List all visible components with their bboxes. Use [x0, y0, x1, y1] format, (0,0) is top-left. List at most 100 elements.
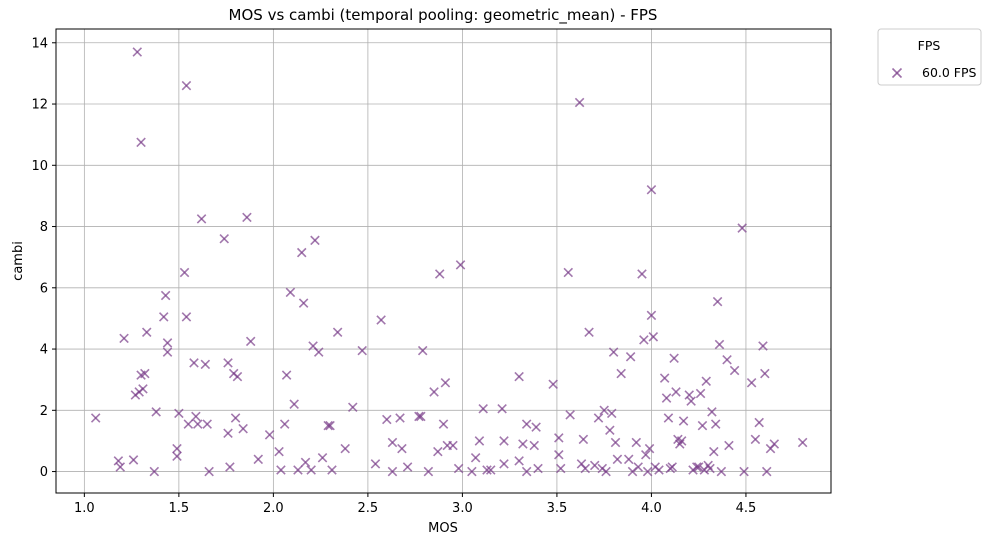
chart-title: MOS vs cambi (temporal pooling: geometri…: [229, 6, 658, 25]
legend-entry-label: 60.0 FPS: [922, 65, 977, 80]
x-axis-label: MOS: [428, 521, 458, 536]
data-point: [219, 234, 229, 244]
data-point: [113, 456, 124, 466]
data-point: [434, 269, 445, 279]
data-point: [580, 463, 591, 474]
data-point: [616, 368, 626, 379]
data-point: [382, 414, 392, 425]
data-point: [661, 393, 672, 403]
data-point: [395, 413, 405, 423]
data-point: [750, 434, 761, 445]
y-tick-label: 10: [31, 159, 48, 174]
data-point: [387, 466, 398, 477]
data-point: [149, 466, 160, 477]
data-point: [633, 462, 643, 472]
data-points: [90, 47, 808, 477]
data-point: [242, 212, 252, 223]
data-point: [612, 454, 623, 465]
data-point: [563, 267, 574, 278]
data-point: [695, 388, 706, 399]
data-point: [497, 404, 507, 414]
data-point: [225, 462, 235, 472]
data-point: [115, 462, 126, 472]
data-point: [238, 423, 248, 434]
axis-ticks: 1.0 1.5 2.0 2.5 3.0 3.5 4.0 4.5 0 2 4 6 8 10 12 14: [31, 36, 756, 516]
data-point: [521, 419, 532, 429]
data-point: [724, 440, 734, 451]
data-point: [348, 402, 358, 413]
x-tick-label: 1.0: [74, 501, 95, 516]
data-point: [232, 371, 243, 382]
data-point: [204, 466, 214, 477]
data-point: [223, 358, 233, 368]
data-point: [140, 368, 150, 379]
data-point: [310, 235, 320, 246]
data-point: [737, 223, 747, 233]
data-point: [181, 80, 192, 91]
plot-frame: [55, 28, 832, 494]
data-point: [584, 327, 594, 337]
data-point: [769, 439, 780, 449]
data-point: [193, 419, 203, 429]
data-point: [151, 407, 161, 417]
data-point: [533, 463, 543, 474]
data-point: [610, 437, 621, 448]
data-point: [414, 411, 424, 422]
data-point: [313, 347, 324, 357]
data-point: [136, 137, 146, 148]
data-point: [325, 420, 335, 431]
data-point: [565, 410, 575, 420]
data-point: [162, 347, 173, 357]
data-point: [285, 287, 296, 298]
data-point: [455, 260, 466, 270]
data-point: [521, 466, 532, 477]
legend-marker-x-icon: [891, 67, 903, 79]
data-point: [599, 405, 609, 416]
data-point: [709, 446, 719, 457]
data-point: [433, 446, 443, 457]
data-point: [531, 422, 541, 432]
data-point: [678, 416, 689, 426]
data-point: [183, 419, 194, 429]
y-tick-label: 2: [40, 404, 48, 419]
x-tick-label: 4.5: [736, 501, 757, 516]
data-point: [722, 355, 732, 365]
x-tick-label: 2.0: [263, 501, 284, 516]
data-point: [160, 290, 171, 301]
data-point: [141, 327, 152, 337]
data-point: [593, 413, 604, 423]
y-tick-label: 14: [31, 36, 48, 51]
data-point: [189, 358, 199, 368]
data-point: [453, 463, 464, 474]
data-point: [340, 443, 350, 454]
data-point: [654, 465, 664, 475]
data-point: [327, 465, 337, 475]
data-point: [264, 430, 275, 440]
data-point: [499, 459, 509, 469]
data-point: [644, 443, 655, 454]
data-point: [797, 437, 808, 448]
data-point: [200, 359, 211, 370]
data-point: [669, 353, 679, 364]
data-point: [574, 97, 585, 108]
data-point: [438, 419, 449, 429]
data-point: [296, 247, 307, 258]
data-point: [529, 440, 539, 451]
data-point: [172, 451, 182, 462]
data-point: [387, 437, 398, 448]
data-point: [707, 407, 717, 417]
data-point: [639, 335, 649, 345]
y-tick-label: 4: [40, 343, 48, 358]
data-point: [423, 466, 434, 477]
data-point: [554, 433, 564, 443]
data-point: [686, 396, 696, 406]
y-tick-label: 8: [40, 220, 48, 235]
data-point: [429, 387, 439, 397]
data-point: [555, 463, 566, 474]
data-point: [470, 453, 481, 463]
data-point: [317, 453, 328, 463]
data-point: [416, 411, 426, 422]
x-tick-label: 3.0: [452, 501, 473, 516]
data-point: [589, 460, 600, 471]
grid-lines: [56, 29, 831, 493]
